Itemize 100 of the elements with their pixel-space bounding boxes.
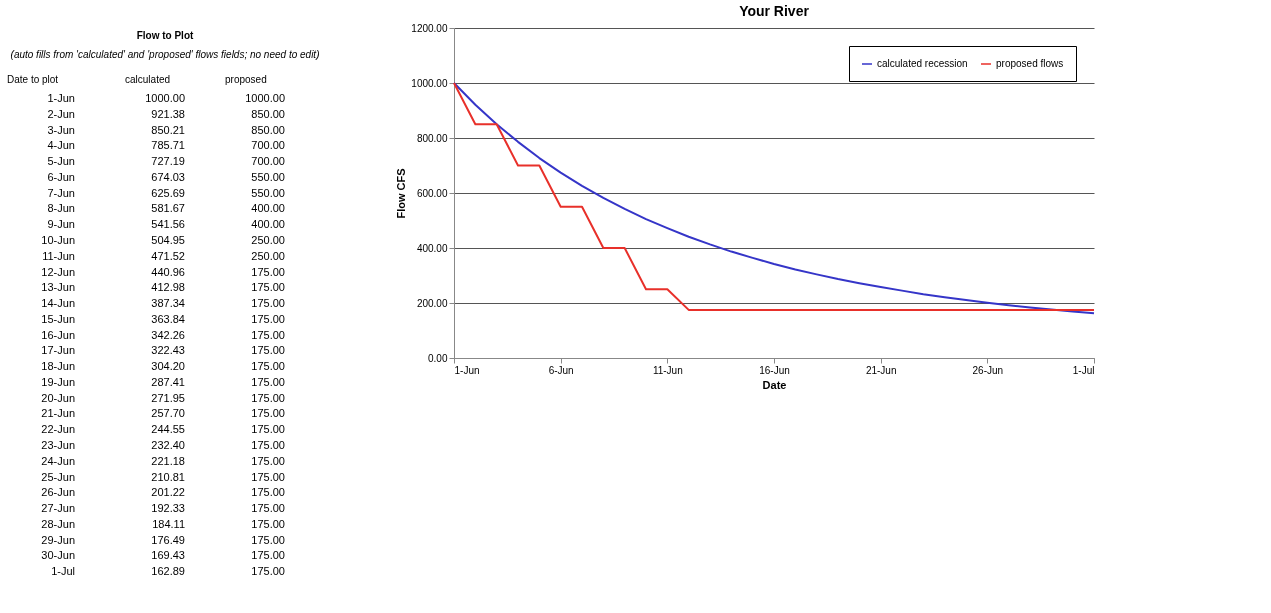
category-label: 13-Jun <box>41 281 75 294</box>
data-label: 412.98 <box>151 281 185 294</box>
data-label: 175.00 <box>251 565 285 578</box>
x-tick-label: 21-Jun <box>865 364 897 376</box>
data-label: 175.00 <box>251 391 285 404</box>
data-label: 175.00 <box>251 360 285 373</box>
data-label: 287.41 <box>151 375 185 388</box>
data-label: 363.84 <box>151 312 185 325</box>
data-label: 700.00 <box>251 155 285 168</box>
chart-title: Your River <box>739 3 810 19</box>
data-label: 785.71 <box>151 139 185 152</box>
data-label: 175.00 <box>251 517 285 530</box>
data-label: 175.00 <box>251 533 285 546</box>
data-label: 175.00 <box>251 502 285 515</box>
data-label: 175.00 <box>251 549 285 562</box>
legend-label: proposed flows <box>996 58 1064 69</box>
data-label: 201.22 <box>151 486 185 499</box>
data-label: 550.00 <box>251 170 285 183</box>
data-label: 850.21 <box>151 123 185 136</box>
category-label: 6-Jun <box>47 170 75 183</box>
data-label: 625.69 <box>151 186 185 199</box>
data-label: 342.26 <box>151 328 185 341</box>
data-label: 674.03 <box>151 170 185 183</box>
data-label: 175.00 <box>251 297 285 310</box>
data-label: 175.00 <box>251 344 285 357</box>
text: calculated <box>125 74 171 86</box>
x-tick-label: 6-Jun <box>548 364 574 376</box>
data-label: 541.56 <box>151 218 185 231</box>
x-tick-label: 1-Jul <box>1072 364 1095 376</box>
data-label: 175.00 <box>251 470 285 483</box>
legend-label: calculated recession <box>877 58 968 69</box>
y-tick-label: 800.00 <box>416 132 448 144</box>
data-label: 175.00 <box>251 454 285 467</box>
text: Date to plot <box>7 74 59 86</box>
category-label: 21-Jun <box>41 407 75 420</box>
data-label: 471.52 <box>151 249 185 262</box>
category-label: 9-Jun <box>47 218 75 231</box>
x-tick-label: 1-Jun <box>454 364 480 376</box>
data-label: 184.11 <box>152 517 185 530</box>
category-label: 5-Jun <box>47 155 75 168</box>
category-label: 1-Jul <box>51 565 75 578</box>
x-tick-label: 26-Jun <box>972 364 1004 376</box>
data-label: 175.00 <box>251 375 285 388</box>
data-label: 175.00 <box>251 328 285 341</box>
category-label: 27-Jun <box>41 502 75 515</box>
category-label: 17-Jun <box>41 344 75 357</box>
category-label: 24-Jun <box>41 454 75 467</box>
data-label: 192.33 <box>151 502 185 515</box>
data-label: 271.95 <box>151 391 185 404</box>
category-label: 22-Jun <box>41 423 75 436</box>
y-tick-label: 0.00 <box>428 352 448 364</box>
category-label: 8-Jun <box>47 202 75 215</box>
category-label: 1-Jun <box>47 91 75 104</box>
y-axis-title: Flow CFS <box>395 168 408 219</box>
category-label: 15-Jun <box>41 312 75 325</box>
data-label: 921.38 <box>151 107 185 120</box>
data-label: 304.20 <box>151 360 185 373</box>
data-label: 210.81 <box>151 470 185 483</box>
y-tick-label: 1200.00 <box>411 22 448 34</box>
text: (auto fills from 'calculated' and 'proposed' flows fields; no need to edit) <box>10 48 320 60</box>
text: proposed <box>225 74 267 86</box>
category-label: 2-Jun <box>47 107 75 120</box>
data-label: 322.43 <box>151 344 185 357</box>
data-label: 1000.00 <box>145 91 185 104</box>
data-label: 700.00 <box>251 139 285 152</box>
data-label: 162.89 <box>151 565 185 578</box>
data-label: 581.67 <box>151 202 185 215</box>
category-label: 28-Jun <box>41 517 75 530</box>
category-label: 25-Jun <box>41 470 75 483</box>
category-label: 29-Jun <box>41 533 75 546</box>
data-label: 244.55 <box>151 423 185 436</box>
data-label: 727.19 <box>151 155 185 168</box>
category-label: 7-Jun <box>47 186 75 199</box>
y-tick-label: 200.00 <box>416 297 448 309</box>
category-label: 14-Jun <box>41 297 75 310</box>
data-label: 175.00 <box>251 439 285 452</box>
data-label: 175.00 <box>251 423 285 436</box>
category-label: 3-Jun <box>47 123 75 136</box>
data-label: 400.00 <box>251 202 285 215</box>
data-label: 440.96 <box>151 265 185 278</box>
y-tick-label: 600.00 <box>416 187 448 199</box>
category-label: 23-Jun <box>41 439 75 452</box>
category-label: 11-Jun <box>42 249 75 262</box>
x-axis-title: Date <box>762 378 787 391</box>
data-label: 850.00 <box>251 123 285 136</box>
category-label: 30-Jun <box>41 549 75 562</box>
data-label: 175.00 <box>251 281 285 294</box>
data-label: 257.70 <box>151 407 185 420</box>
category-label: 20-Jun <box>41 391 75 404</box>
y-tick-label: 1000.00 <box>411 77 448 89</box>
category-label: 4-Jun <box>47 139 75 152</box>
data-label: 850.00 <box>251 107 285 120</box>
data-label: 175.00 <box>251 407 285 420</box>
data-label: 221.18 <box>151 454 185 467</box>
data-label: 175.00 <box>251 486 285 499</box>
data-label: 504.95 <box>151 233 185 246</box>
category-label: 26-Jun <box>41 486 75 499</box>
data-label: 1000.00 <box>245 91 285 104</box>
category-label: 12-Jun <box>41 265 75 278</box>
data-label: 550.00 <box>251 186 285 199</box>
